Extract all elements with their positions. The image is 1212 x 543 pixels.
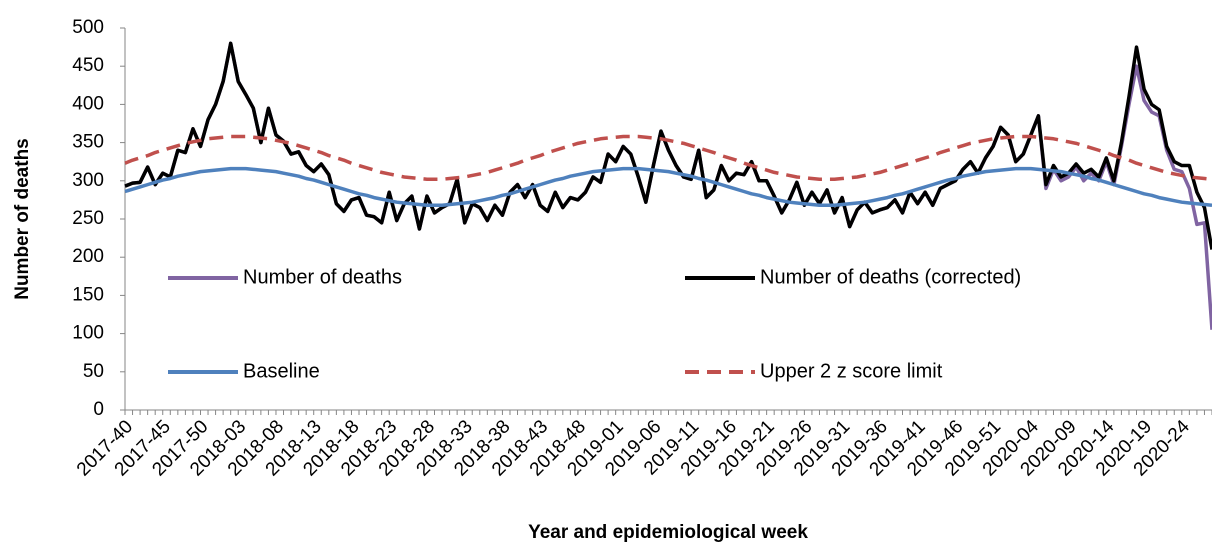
y-tick-label: 400 — [72, 93, 104, 114]
y-tick-label: 450 — [72, 55, 104, 76]
series-line — [124, 134, 1212, 182]
x-axis-title: Year and epidemiological week — [528, 522, 808, 543]
y-tick-label: 100 — [72, 323, 104, 344]
y-tick-label: 250 — [72, 208, 104, 229]
y-axis-title: Number of deaths — [12, 138, 33, 300]
y-tick-label: 50 — [83, 361, 104, 382]
legend-label: Baseline — [243, 360, 320, 382]
series-line — [124, 166, 1212, 207]
y-tick-label: 150 — [72, 284, 104, 305]
y-tick-label: 0 — [93, 399, 104, 420]
y-tick-label: 500 — [72, 17, 104, 38]
series-line — [124, 41, 1212, 250]
y-tick-label: 300 — [72, 170, 104, 191]
legend-label: Upper 2 z score limit — [760, 360, 943, 382]
legend-label: Number of deaths (corrected) — [760, 266, 1021, 288]
y-tick-label: 350 — [72, 132, 104, 153]
legend-label: Number of deaths — [243, 266, 402, 288]
y-tick-label: 200 — [72, 246, 104, 267]
